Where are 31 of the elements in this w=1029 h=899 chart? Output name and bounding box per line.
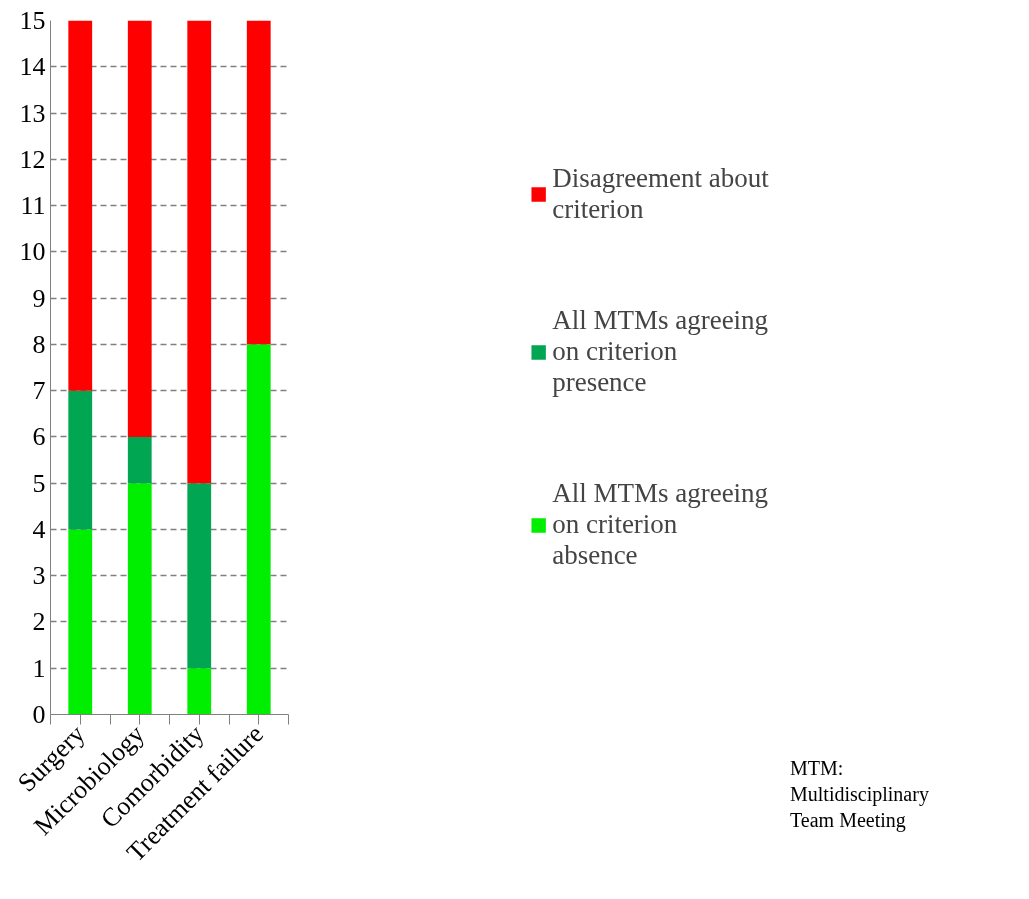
y-tick-label: 0	[32, 700, 46, 729]
y-tick-label: 7	[32, 376, 46, 406]
y-tick-label: 10	[19, 237, 46, 267]
y-tick-label: 13	[19, 98, 46, 128]
legend-label: All MTMs agreeing on criterion absence	[552, 478, 769, 571]
y-tick-label: 4	[32, 514, 46, 544]
y-tick-label: 2	[32, 607, 46, 637]
y-tick-label: 11	[20, 191, 46, 221]
bar	[68, 529, 93, 715]
bar	[127, 483, 152, 715]
y-tick-label: 5	[32, 468, 46, 498]
y-tick-label: 1	[32, 653, 46, 683]
bar	[246, 20, 271, 345]
bar	[127, 20, 152, 437]
bar	[187, 668, 212, 715]
text: MTM: Multidisciplinary Team Meeting	[790, 756, 929, 833]
legend-label: All MTMs agreeing on criterion presence	[552, 305, 769, 398]
y-tick-label: 8	[32, 329, 46, 359]
bar	[187, 20, 212, 484]
bar	[127, 436, 152, 484]
bar	[187, 483, 212, 669]
legend-label: Disagreement about criterion	[552, 163, 769, 225]
y-tick-label: 6	[32, 422, 46, 452]
y-tick-label: 14	[19, 52, 46, 82]
bar	[68, 390, 93, 530]
y-tick-label: 15	[19, 6, 46, 35]
y-tick-label: 3	[32, 561, 46, 591]
y-tick-label: 12	[19, 144, 46, 174]
bar	[68, 20, 93, 391]
y-tick-label: 9	[32, 283, 46, 313]
bar	[246, 344, 271, 715]
